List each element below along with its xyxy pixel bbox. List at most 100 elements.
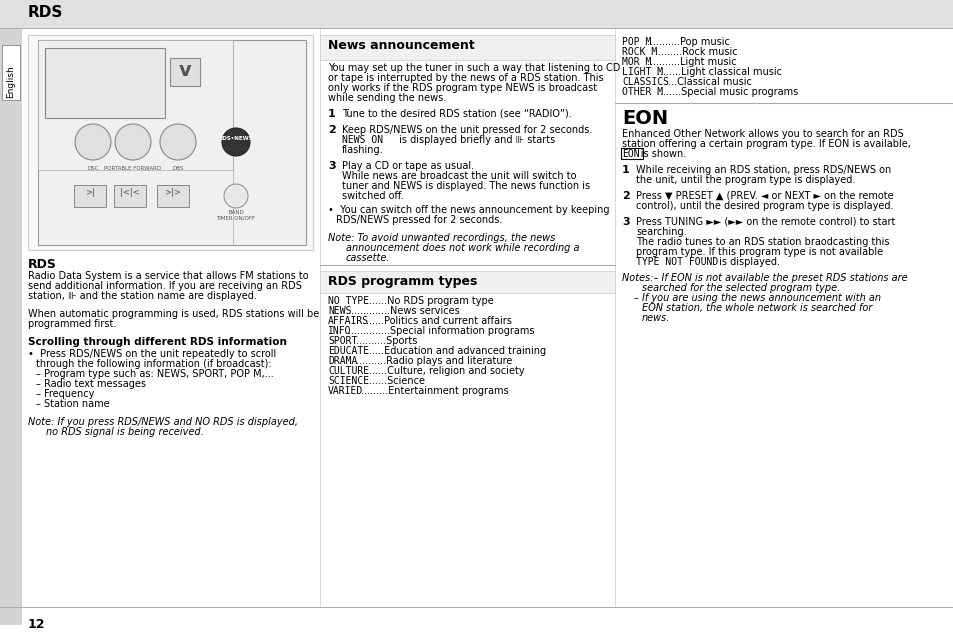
- Text: >|>: >|>: [164, 188, 181, 197]
- Text: programmed first.: programmed first.: [28, 319, 116, 329]
- Text: 1: 1: [621, 165, 629, 175]
- Text: cassette.: cassette.: [346, 253, 390, 263]
- Circle shape: [224, 184, 248, 208]
- Text: 3: 3: [328, 161, 335, 171]
- Text: When automatic programming is used, RDS stations will be: When automatic programming is used, RDS …: [28, 309, 319, 319]
- Text: 1: 1: [328, 109, 335, 119]
- Text: announcement does not work while recording a: announcement does not work while recordi…: [346, 243, 578, 253]
- Bar: [0, 28, 22, 625]
- Text: While news are broadcast the unit will switch to: While news are broadcast the unit will s…: [341, 171, 576, 181]
- Text: .......Politics and current affairs: .......Politics and current affairs: [363, 316, 512, 326]
- Text: – If you are using the news announcement with an: – If you are using the news announcement…: [634, 293, 880, 303]
- Text: RDS programm types: RDS programm types: [328, 275, 476, 288]
- Text: is displayed briefly and ⊪ starts: is displayed briefly and ⊪ starts: [395, 135, 555, 145]
- Text: CULTURE: CULTURE: [328, 366, 369, 376]
- Text: send additional information. If you are receiving an RDS: send additional information. If you are …: [28, 281, 301, 291]
- Text: 2: 2: [621, 191, 629, 201]
- Text: 12: 12: [28, 618, 46, 631]
- Circle shape: [115, 124, 151, 160]
- Text: Note: If you press RDS/NEWS and NO RDS is displayed,: Note: If you press RDS/NEWS and NO RDS i…: [28, 417, 297, 427]
- Text: DBS: DBS: [172, 166, 183, 171]
- Text: searching.: searching.: [636, 227, 686, 237]
- Circle shape: [222, 128, 250, 156]
- Text: EON: EON: [621, 149, 639, 159]
- Text: ..............News services: ..............News services: [348, 306, 459, 316]
- Text: – Radio text messages: – Radio text messages: [36, 379, 146, 389]
- Text: .......Science: .......Science: [363, 376, 424, 386]
- Text: ..........Radio plays and literature: ..........Radio plays and literature: [353, 356, 512, 366]
- Bar: [170, 58, 200, 86]
- Bar: [319, 271, 615, 293]
- Text: POP M: POP M: [621, 37, 651, 47]
- Text: MOR M: MOR M: [621, 57, 651, 67]
- Text: ..............Special information programs: ..............Special information progra…: [348, 326, 534, 336]
- Text: .......Culture, religion and society: .......Culture, religion and society: [363, 366, 524, 376]
- Text: AFFAIRS: AFFAIRS: [328, 316, 369, 326]
- Text: RDS: RDS: [28, 258, 57, 271]
- Bar: [319, 35, 615, 60]
- Bar: [2, 45, 20, 100]
- Text: >|: >|: [85, 188, 95, 197]
- Text: While receiving an RDS station, press RDS/NEWS on: While receiving an RDS station, press RD…: [636, 165, 890, 175]
- Text: NO TYPE: NO TYPE: [328, 296, 369, 306]
- Bar: [157, 185, 189, 207]
- Text: ROCK M: ROCK M: [621, 47, 657, 57]
- Text: station, ⊪ and the station name are displayed.: station, ⊪ and the station name are disp…: [28, 291, 256, 301]
- Text: .......No RDS program type: .......No RDS program type: [363, 296, 494, 306]
- Text: news.: news.: [641, 313, 670, 323]
- Text: .......Special music programs: .......Special music programs: [657, 87, 798, 97]
- Text: LIGHT M: LIGHT M: [621, 67, 662, 77]
- Text: EON station, the whole network is searched for: EON station, the whole network is search…: [641, 303, 871, 313]
- Text: NEWS ON: NEWS ON: [341, 135, 383, 145]
- Text: flashing.: flashing.: [341, 145, 383, 155]
- Bar: [45, 48, 165, 118]
- Circle shape: [160, 124, 195, 160]
- Text: Notes:– If EON is not available the preset RDS stations are: Notes:– If EON is not available the pres…: [621, 273, 906, 283]
- Text: News announcement: News announcement: [328, 39, 475, 52]
- Text: is displayed.: is displayed.: [716, 257, 780, 267]
- Text: NEWS: NEWS: [328, 306, 351, 316]
- Text: station offering a certain program type. If EON is available,: station offering a certain program type.…: [621, 139, 910, 149]
- Text: BAND
TIMER ON/OFF: BAND TIMER ON/OFF: [216, 210, 255, 221]
- Text: EON: EON: [621, 109, 667, 128]
- Text: INFO: INFO: [328, 326, 351, 336]
- Text: searched for the selected program type.: searched for the selected program type.: [641, 283, 840, 293]
- Text: switched off.: switched off.: [341, 191, 403, 201]
- Bar: [74, 185, 106, 207]
- Text: Press TUNING ►► (►► on the remote control) to start: Press TUNING ►► (►► on the remote contro…: [636, 217, 895, 227]
- Text: SPORT: SPORT: [328, 336, 357, 346]
- Text: EDUCATE: EDUCATE: [328, 346, 369, 356]
- Text: while sending the news.: while sending the news.: [328, 93, 446, 103]
- Text: SCIENCE: SCIENCE: [328, 376, 369, 386]
- Bar: [0, 0, 953, 28]
- Text: program type. If this program type is not available: program type. If this program type is no…: [636, 247, 882, 257]
- Text: no RDS signal is being received.: no RDS signal is being received.: [46, 427, 204, 437]
- Text: DRAMA: DRAMA: [328, 356, 357, 366]
- Text: Press ▼ PRESET ▲ (PREV. ◄ or NEXT ► on the remote: Press ▼ PRESET ▲ (PREV. ◄ or NEXT ► on t…: [636, 191, 893, 201]
- Text: tuner and NEWS is displayed. The news function is: tuner and NEWS is displayed. The news fu…: [341, 181, 590, 191]
- Text: – Station name: – Station name: [36, 399, 110, 409]
- Text: ...........Light music: ...........Light music: [646, 57, 736, 67]
- Text: .........Entertainment programs: .........Entertainment programs: [357, 386, 508, 396]
- Text: ...........Pop music: ...........Pop music: [646, 37, 729, 47]
- Text: |<|<: |<|<: [120, 188, 140, 197]
- Text: PORTABLE FORWARD: PORTABLE FORWARD: [104, 166, 161, 171]
- Text: through the following information (if broadcast):: through the following information (if br…: [36, 359, 272, 369]
- Text: DSC: DSC: [87, 166, 99, 171]
- Text: RDS: RDS: [28, 5, 63, 20]
- Text: ......Education and advanced training: ......Education and advanced training: [363, 346, 545, 356]
- Text: RDS•NEWS: RDS•NEWS: [218, 136, 253, 141]
- Bar: [38, 40, 233, 170]
- Text: •  Press RDS/NEWS on the unit repeatedly to scroll: • Press RDS/NEWS on the unit repeatedly …: [28, 349, 276, 359]
- Text: VARIED: VARIED: [328, 386, 363, 396]
- Bar: [28, 35, 313, 250]
- Text: TYPE NOT FOUND: TYPE NOT FOUND: [636, 257, 718, 267]
- Text: 3: 3: [621, 217, 629, 227]
- Text: Play a CD or tape as usual.: Play a CD or tape as usual.: [341, 161, 474, 171]
- Text: v: v: [178, 60, 192, 79]
- Text: CLASSICS: CLASSICS: [621, 77, 668, 87]
- Bar: [113, 185, 146, 207]
- Text: Scrolling through different RDS information: Scrolling through different RDS informat…: [28, 337, 287, 347]
- Text: 2: 2: [328, 125, 335, 135]
- Text: ....Classical music: ....Classical music: [661, 77, 751, 87]
